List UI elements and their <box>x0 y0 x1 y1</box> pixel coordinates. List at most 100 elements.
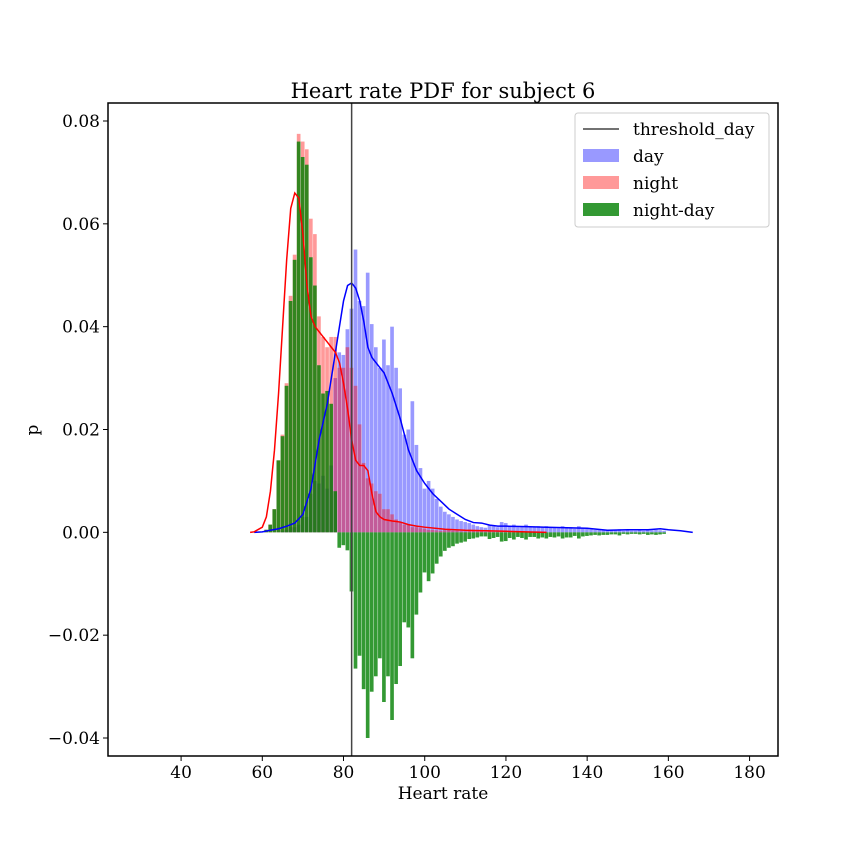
day-bar <box>345 329 350 533</box>
night-bar <box>430 529 435 533</box>
night-day-bar <box>418 532 423 593</box>
night-day-bar <box>345 532 350 551</box>
day-bar <box>516 527 520 533</box>
night-bar <box>455 530 459 533</box>
day-bar <box>597 529 601 533</box>
night-day-bars <box>264 141 666 738</box>
night-day-bar <box>353 532 358 669</box>
day-bar <box>406 429 411 533</box>
night-bar <box>438 530 443 533</box>
y-axis-label: p <box>23 424 43 435</box>
night-bar <box>394 519 398 533</box>
night-day-bar <box>613 532 618 535</box>
day-bar <box>357 300 362 533</box>
day-bar <box>447 514 451 533</box>
day-bar <box>540 527 545 533</box>
night-day-bar <box>438 532 443 557</box>
day-bar <box>333 378 338 533</box>
night-day-bar <box>483 532 488 537</box>
x-axis: 40 60 80 100 120 140 160 180 <box>170 756 766 783</box>
night-day-bar <box>365 532 370 738</box>
night-bar <box>418 528 423 533</box>
day-bar <box>507 526 512 533</box>
night-day-bar <box>544 532 549 539</box>
night-day-bar <box>471 532 476 539</box>
day-bar <box>451 516 455 533</box>
day-bar <box>414 444 419 533</box>
day-bar <box>601 529 606 533</box>
x-tick-label: 140 <box>571 763 603 783</box>
night-day-bar <box>451 532 455 547</box>
day-bar <box>589 529 593 533</box>
y-axis: −0.04 −0.02 0.00 0.02 0.04 0.06 0.08 <box>48 112 108 749</box>
night-day-bar <box>373 532 378 677</box>
chart-title: Heart rate PDF for subject 6 <box>291 79 596 103</box>
night-day-bar <box>447 532 451 548</box>
y-tick-label: −0.02 <box>48 626 100 646</box>
night-day-bar <box>491 532 496 538</box>
night-day-bar <box>479 532 484 537</box>
night-bar <box>434 530 439 533</box>
day-bar <box>605 529 610 533</box>
night-bar <box>365 478 370 533</box>
day-bar <box>646 529 650 533</box>
day-bar <box>593 529 597 533</box>
night-day-bar <box>524 532 528 540</box>
night-bar <box>361 462 366 533</box>
night-day-bar <box>572 532 577 536</box>
y-tick-label: 0.08 <box>62 112 100 132</box>
day-bar <box>365 272 370 533</box>
day-bar <box>617 529 622 533</box>
night-day-bar <box>475 532 480 538</box>
night-day-bar <box>406 532 411 628</box>
x-axis-label: Heart rate <box>398 784 489 804</box>
night-bar <box>369 483 374 533</box>
day-bar <box>609 530 614 533</box>
night-bar <box>495 531 500 533</box>
day-bar <box>613 530 618 533</box>
night-bar <box>447 529 451 533</box>
night-day-bar <box>268 524 273 533</box>
day-bar <box>548 527 553 533</box>
night-day-bar <box>516 532 520 537</box>
night-day-bar <box>394 532 398 685</box>
day-bar <box>544 526 549 533</box>
night-day-bar <box>463 532 467 542</box>
night-day-bar <box>386 532 390 677</box>
night-day-bar <box>609 532 614 535</box>
day-bar <box>463 522 467 533</box>
day-bar <box>479 527 484 533</box>
night-day-bar <box>593 532 597 535</box>
day-bar <box>483 527 488 533</box>
day-bar <box>386 365 390 533</box>
x-tick-label: 40 <box>170 763 192 783</box>
night-bar <box>406 524 411 533</box>
day-bar <box>629 530 634 533</box>
day-bar <box>455 519 459 533</box>
night-day-bar <box>467 532 472 540</box>
day-bar <box>390 326 394 533</box>
night-day-bar <box>532 532 536 537</box>
night-day-bar <box>422 532 427 573</box>
night-kde-line <box>250 191 547 534</box>
day-bar <box>467 523 472 533</box>
legend-night-day-swatch <box>583 203 619 216</box>
legend-label-threshold: threshold_day <box>633 120 755 140</box>
night-bar <box>414 527 419 533</box>
night-bar <box>463 531 467 533</box>
day-bar <box>658 530 662 533</box>
legend: threshold_day day night night-day <box>574 112 770 228</box>
night-bar <box>382 509 386 533</box>
day-bar <box>459 521 463 533</box>
night-day-bar <box>288 300 293 533</box>
night-day-bar <box>272 509 277 533</box>
legend-label-day: day <box>633 147 664 167</box>
night-day-bar <box>329 403 333 533</box>
night-bar <box>422 528 427 533</box>
night-bar <box>345 347 350 533</box>
night-bar <box>402 524 407 533</box>
day-bar <box>495 527 500 533</box>
day-bar <box>410 401 415 533</box>
night-day-bar <box>369 532 374 692</box>
night-day-bar <box>507 532 512 538</box>
